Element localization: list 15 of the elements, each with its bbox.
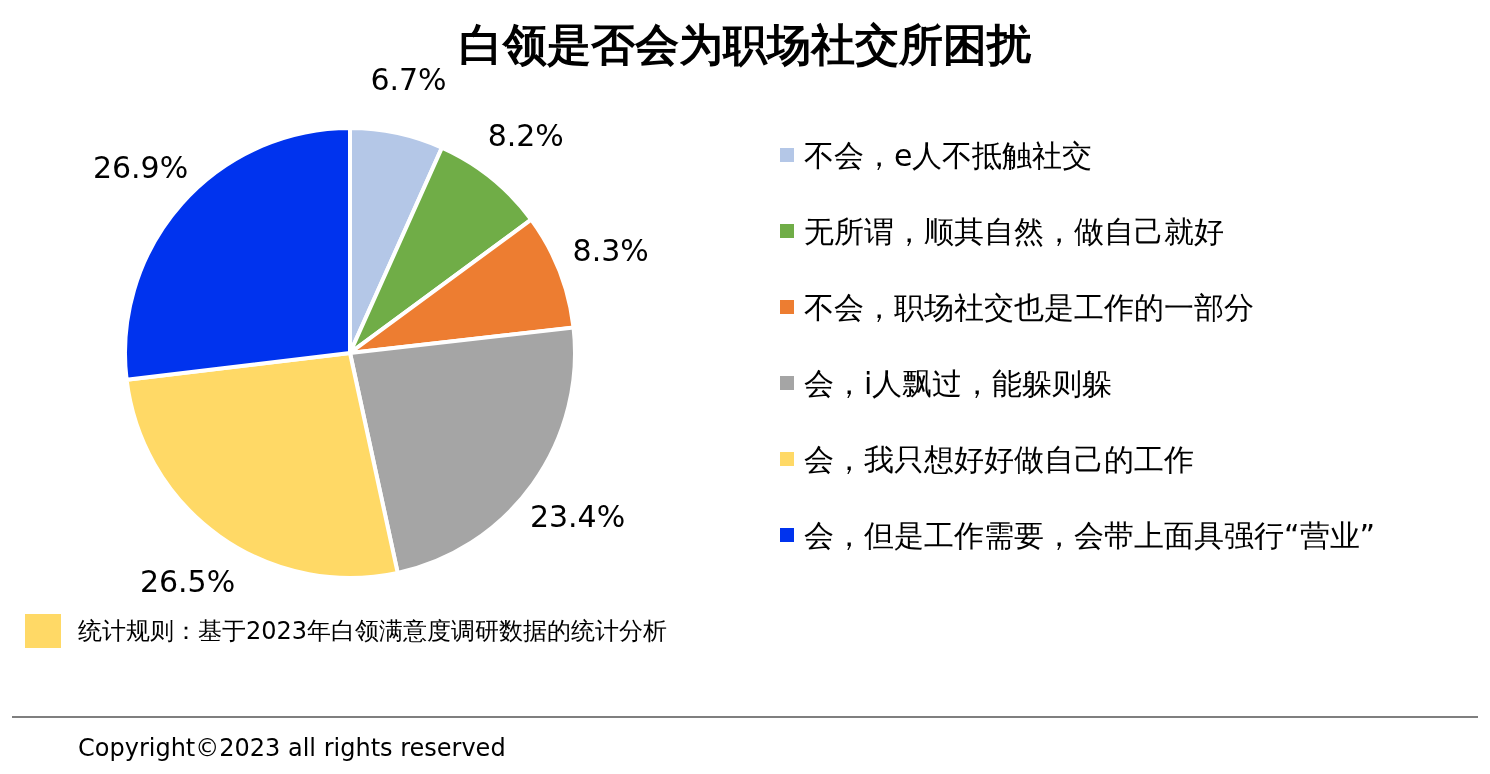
data-label: 26.9%	[92, 149, 189, 185]
legend-label: 不会，e人不抵触社交	[804, 137, 1093, 173]
text: 统计规则：基于2023年白领满意度调研数据的统计分析	[78, 617, 668, 646]
legend-label: 会，i人飘过，能躲则躲	[804, 365, 1113, 401]
data-label: 26.5%	[139, 563, 236, 599]
legend-label: 会，但是工作需要，会带上面具强行“营业”	[804, 517, 1376, 553]
data-label: 8.3%	[572, 233, 649, 269]
data-label: 6.7%	[370, 61, 447, 97]
chart-title: 白领是否会为职场社交所困扰	[459, 19, 1032, 70]
legend-label: 无所谓，顺其自然，做自己就好	[804, 213, 1224, 249]
text: Copyright©2023 all rights reserved	[78, 734, 506, 763]
data-label: 23.4%	[529, 498, 626, 534]
data-label: 8.2%	[487, 117, 564, 153]
legend-label: 会，我只想好好做自己的工作	[804, 441, 1194, 477]
legend-label: 不会，职场社交也是工作的一部分	[804, 289, 1254, 325]
